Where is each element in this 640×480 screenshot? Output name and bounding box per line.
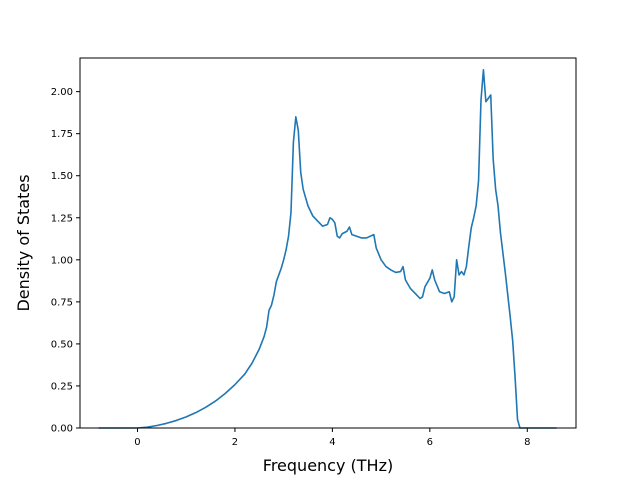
- series-group: [98, 68, 557, 429]
- y-tick-label: 0.00: [51, 424, 73, 435]
- y-tick-label: 0.75: [51, 297, 73, 308]
- x-tick-label: 4: [329, 437, 335, 448]
- y-axis-label: Density of States: [14, 174, 33, 311]
- x-tick-label: 6: [427, 437, 433, 448]
- y-tick-label: 1.00: [51, 255, 73, 266]
- x-axis-label: Frequency (THz): [263, 456, 393, 475]
- dos-series-line: [98, 68, 557, 429]
- plot-frame: [79, 57, 577, 429]
- y-tick-label: 1.50: [51, 171, 73, 182]
- y-tick-label: 0.25: [51, 381, 73, 392]
- y-tick-label: 1.25: [51, 213, 73, 224]
- y-tick-label: 2.00: [51, 87, 73, 98]
- y-tick-label: 0.50: [51, 339, 73, 350]
- x-tick-label: 2: [232, 437, 238, 448]
- plot-area: [80, 58, 576, 428]
- x-tick-label: 0: [134, 437, 140, 448]
- y-tick-label: 1.75: [51, 129, 73, 140]
- x-tick-label: 8: [524, 437, 530, 448]
- axis-ticks: 0 2 4 6 8 0.00 0.25 0.50 0.75 1.00 1.25 1.50 1.75 2.0…: [51, 87, 531, 448]
